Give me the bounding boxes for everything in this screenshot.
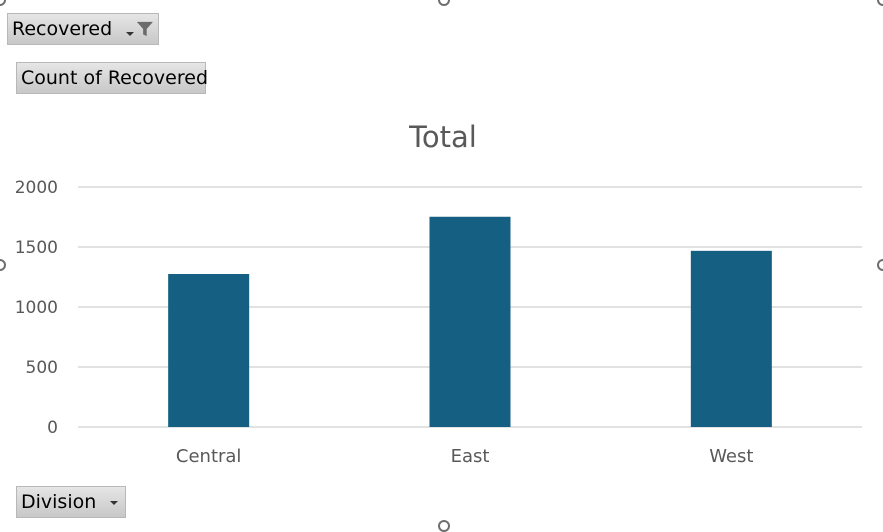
y-tick-label: 1500	[15, 238, 58, 258]
count-of-recovered-values-button[interactable]: Count of Recovered	[16, 62, 209, 94]
x-tick-label: East	[451, 446, 490, 467]
y-tick-label: 1000	[15, 298, 58, 318]
bar-west[interactable]	[690, 250, 772, 427]
resize-handle-left[interactable]	[0, 259, 6, 271]
recovered-filter-button[interactable]: Recovered	[7, 13, 159, 45]
values-button-label: Count of Recovered	[21, 67, 209, 89]
y-tick-label: 0	[47, 418, 58, 438]
x-axis-tick-labels: Central East West	[176, 446, 754, 467]
bars	[168, 216, 772, 427]
bar-east[interactable]	[429, 216, 511, 427]
y-tick-label: 2000	[15, 178, 58, 198]
dropdown-arrow-icon	[126, 32, 135, 36]
resize-handle-right[interactable]	[877, 259, 883, 271]
x-tick-label: Central	[176, 446, 242, 467]
resize-handle-top-left[interactable]	[0, 0, 6, 6]
dropdown-arrow-icon	[110, 501, 119, 505]
recovered-filter-label: Recovered	[12, 18, 113, 40]
chart-title: Total	[408, 120, 477, 154]
resize-handle-top-right[interactable]	[877, 0, 883, 6]
division-axis-label: Division	[21, 491, 97, 513]
bar-central[interactable]	[168, 274, 250, 427]
y-axis-tick-labels: 0 500 1000 1500 2000	[15, 178, 58, 438]
division-axis-button[interactable]: Division	[16, 486, 126, 518]
y-tick-label: 500	[26, 358, 58, 378]
x-tick-label: West	[709, 446, 753, 467]
resize-handle-top[interactable]	[438, 0, 450, 6]
filter-funnel-icon	[137, 21, 154, 37]
